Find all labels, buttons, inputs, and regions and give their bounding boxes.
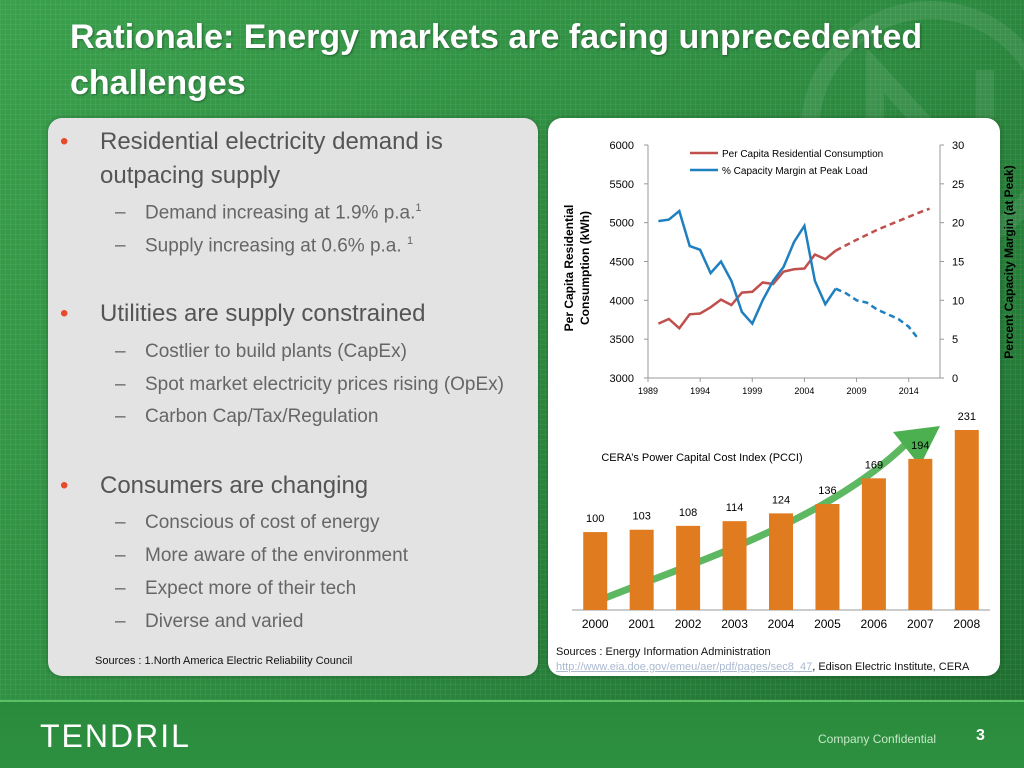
x-tick-label: 2014 [899, 386, 919, 396]
series-line-capacity-margin [658, 208, 837, 326]
y-axis-title-line1: Per Capita Residential [562, 205, 576, 332]
bar-category-label: 2007 [907, 617, 934, 631]
y2-tick-label: 25 [952, 179, 964, 191]
bullet-text: Utilities are supply constrained [100, 300, 426, 327]
bullet-text: Consumers are changing [100, 472, 369, 499]
sub-bullet-text: More aware of the environment [145, 545, 408, 566]
source-note-left: Sources : 1.North America Electric Relia… [95, 655, 353, 667]
legend-label: % Capacity Margin at Peak Load [722, 166, 868, 177]
bar-value-label: 136 [818, 485, 836, 497]
sub-bullet-text: Expect more of their tech [145, 578, 357, 599]
y2-tick-label: 15 [952, 257, 964, 269]
bar [629, 529, 654, 610]
bar-value-label: 103 [632, 511, 650, 523]
page-number: 3 [976, 727, 985, 744]
bar [583, 532, 608, 610]
y-tick-label: 6000 [610, 140, 634, 152]
bar-category-label: 2003 [721, 617, 748, 631]
x-tick-label: 1994 [690, 386, 710, 396]
bar [769, 513, 793, 610]
bullet-text: Residential electricity demand is [100, 128, 443, 155]
y2-tick-label: 0 [952, 373, 958, 385]
bar-category-label: 2008 [953, 617, 980, 631]
y2-tick-label: 5 [952, 334, 958, 346]
source-link[interactable]: http://www.eia.doe.gov/emeu/aer/pdf/page… [556, 661, 813, 673]
bar [908, 458, 933, 610]
slide-title-line1: Rationale: Energy markets are facing unp… [70, 18, 923, 56]
y-tick-label: 4000 [610, 295, 634, 307]
x-tick-label: 2009 [847, 386, 867, 396]
series-projection-capacity-margin [835, 287, 921, 341]
sub-bullet-text: Costlier to build plants (CapEx) [145, 341, 407, 362]
x-tick-label: 2004 [794, 386, 814, 396]
footnote-marker: 1 [406, 235, 414, 247]
series-projection-consumption [835, 207, 931, 252]
tendril-logo: TENDRIL [40, 718, 191, 754]
footer-bar [0, 700, 1024, 768]
bullet-panel [48, 118, 538, 676]
trend-arrow-head [893, 426, 940, 466]
bar-category-label: 2002 [675, 617, 702, 631]
bar-category-label: 2005 [814, 617, 841, 631]
sub-bullet-text: Conscious of cost of energy [145, 512, 380, 533]
source-tail: , Edison Electric Institute, CERA [812, 661, 970, 673]
sub-bullet-text: Carbon Cap/Tax/Regulation [145, 406, 379, 427]
slide-title: Rationale: Energy markets are facing unp… [70, 14, 970, 106]
footnote-marker: 1 [415, 202, 422, 214]
y2-tick-label: 30 [952, 140, 964, 152]
bar-category-label: 2006 [861, 617, 888, 631]
bar [954, 430, 979, 610]
y-axis-title-line2: Consumption (kWh) [578, 211, 592, 325]
bar [861, 478, 886, 610]
bar [676, 525, 701, 610]
bullet-dot: • [60, 300, 69, 327]
footer-divider [0, 700, 1024, 702]
bullet-text: outpacing supply [100, 162, 281, 189]
bar-value-label: 100 [586, 513, 604, 525]
bar-value-label: 108 [679, 507, 697, 519]
y-tick-label: 5000 [610, 218, 634, 230]
charts-svg: 6000 5500 5000 4500 4000 3500 3000 30 25 20 15 10 5 0… [562, 140, 1016, 631]
y2-axis-title: Percent Capacity Margin (at Peak) [1002, 165, 1016, 358]
y2-tick-label: 10 [952, 295, 964, 307]
bullet-dot: • [60, 472, 69, 499]
bar-value-label: 124 [772, 494, 790, 506]
slide-title-line2: challenges [70, 64, 246, 102]
x-tick-label: 1999 [742, 386, 762, 396]
bar-value-label: 231 [958, 411, 976, 423]
sub-bullet-text: Supply increasing at 0.6% p.a. [145, 235, 407, 257]
y-tick-label: 3500 [610, 334, 634, 346]
legend-label: Per Capita Residential Consumption [722, 149, 883, 160]
bar-category-label: 2000 [582, 617, 609, 631]
bar-category-label: 2004 [768, 617, 795, 631]
bar-value-label: 169 [865, 459, 883, 471]
bar-value-label: 114 [726, 502, 744, 514]
bar-chart-title: CERA’s Power Capital Cost Index (PCCI) [601, 452, 802, 464]
bar-category-label: 2001 [628, 617, 655, 631]
sub-bullet-text: Diverse and varied [145, 611, 304, 632]
y2-tick-label: 20 [952, 218, 964, 230]
x-tick-label: 1989 [638, 386, 658, 396]
bullet-dot: • [60, 128, 69, 155]
y-tick-label: 5500 [610, 179, 634, 191]
bar [815, 504, 840, 610]
sub-bullet-text: Spot market electricity prices rising (O… [145, 374, 504, 395]
source-note-right: Sources : Energy Information Administrat… [556, 645, 969, 675]
bar-value-label: 194 [911, 440, 929, 452]
source-line: Sources : Energy Information Administrat… [556, 646, 771, 658]
confidential-label: Company Confidential [818, 732, 937, 746]
y-tick-label: 3000 [610, 373, 634, 385]
y-tick-label: 4500 [610, 257, 634, 269]
bar [722, 521, 747, 610]
sub-bullet-text: Demand increasing at 1.9% p.a. [145, 202, 416, 224]
series-line-consumption [657, 249, 837, 331]
